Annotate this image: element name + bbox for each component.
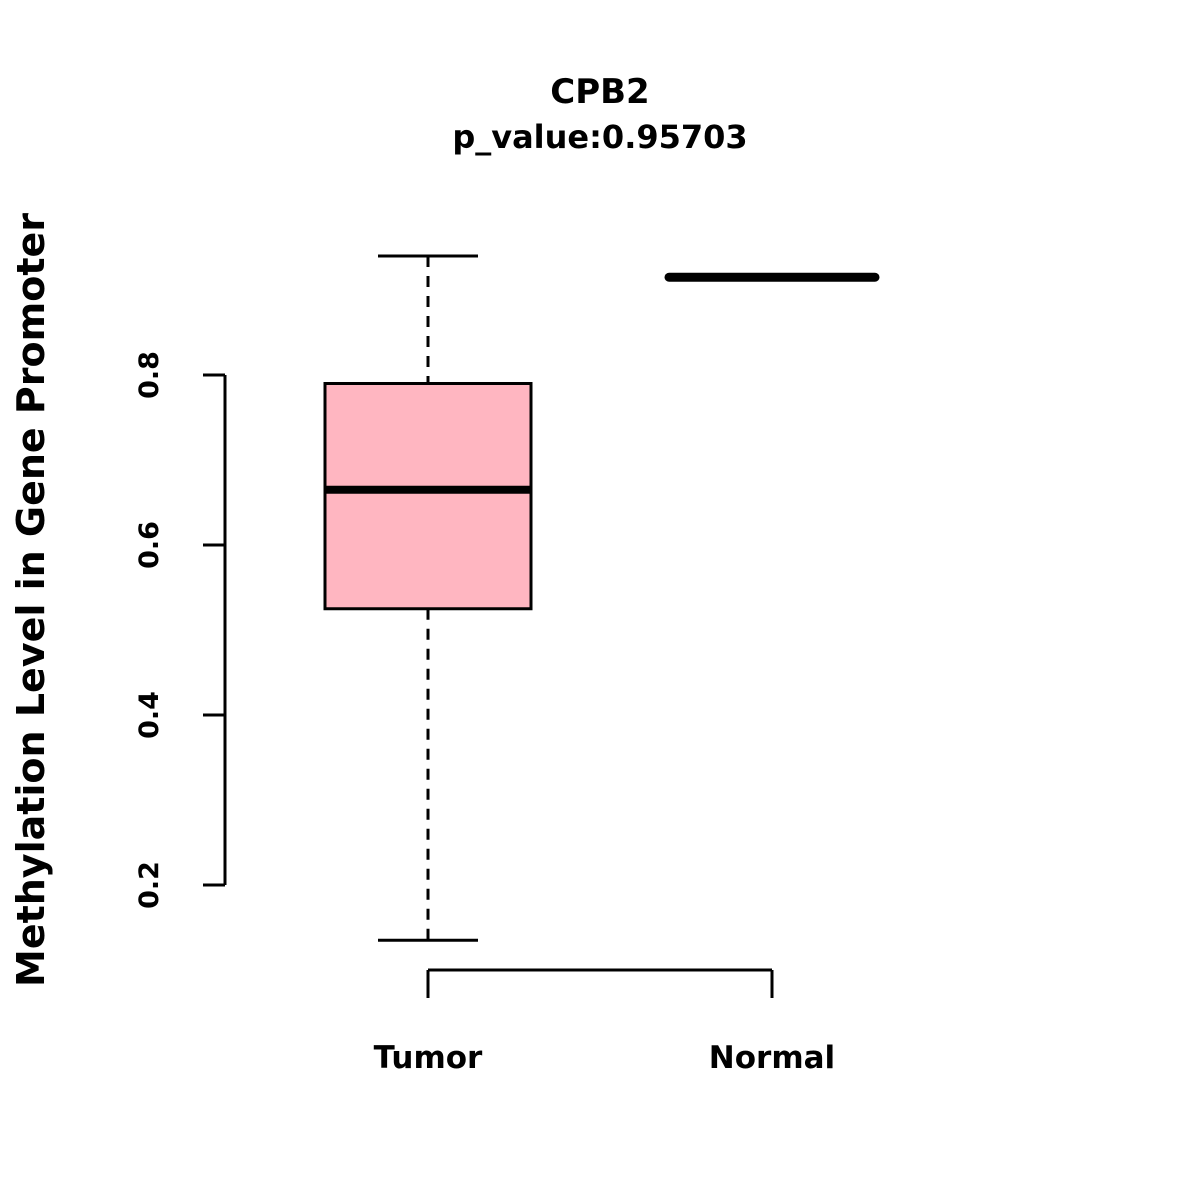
chart-title: CPB2 [550, 72, 650, 112]
y-tick-label: 0.2 [134, 861, 165, 909]
x-category-label: Tumor [374, 1040, 483, 1076]
y-tick-label: 0.4 [134, 691, 165, 739]
x-category-label: Normal [709, 1040, 835, 1076]
y-tick-label: 0.8 [134, 351, 165, 399]
y-axis-label: Methylation Level in Gene Promoter [9, 213, 53, 987]
chart-subtitle: p_value:0.95703 [452, 118, 748, 156]
box-tumor [323, 382, 533, 611]
y-tick-label: 0.6 [134, 521, 165, 569]
